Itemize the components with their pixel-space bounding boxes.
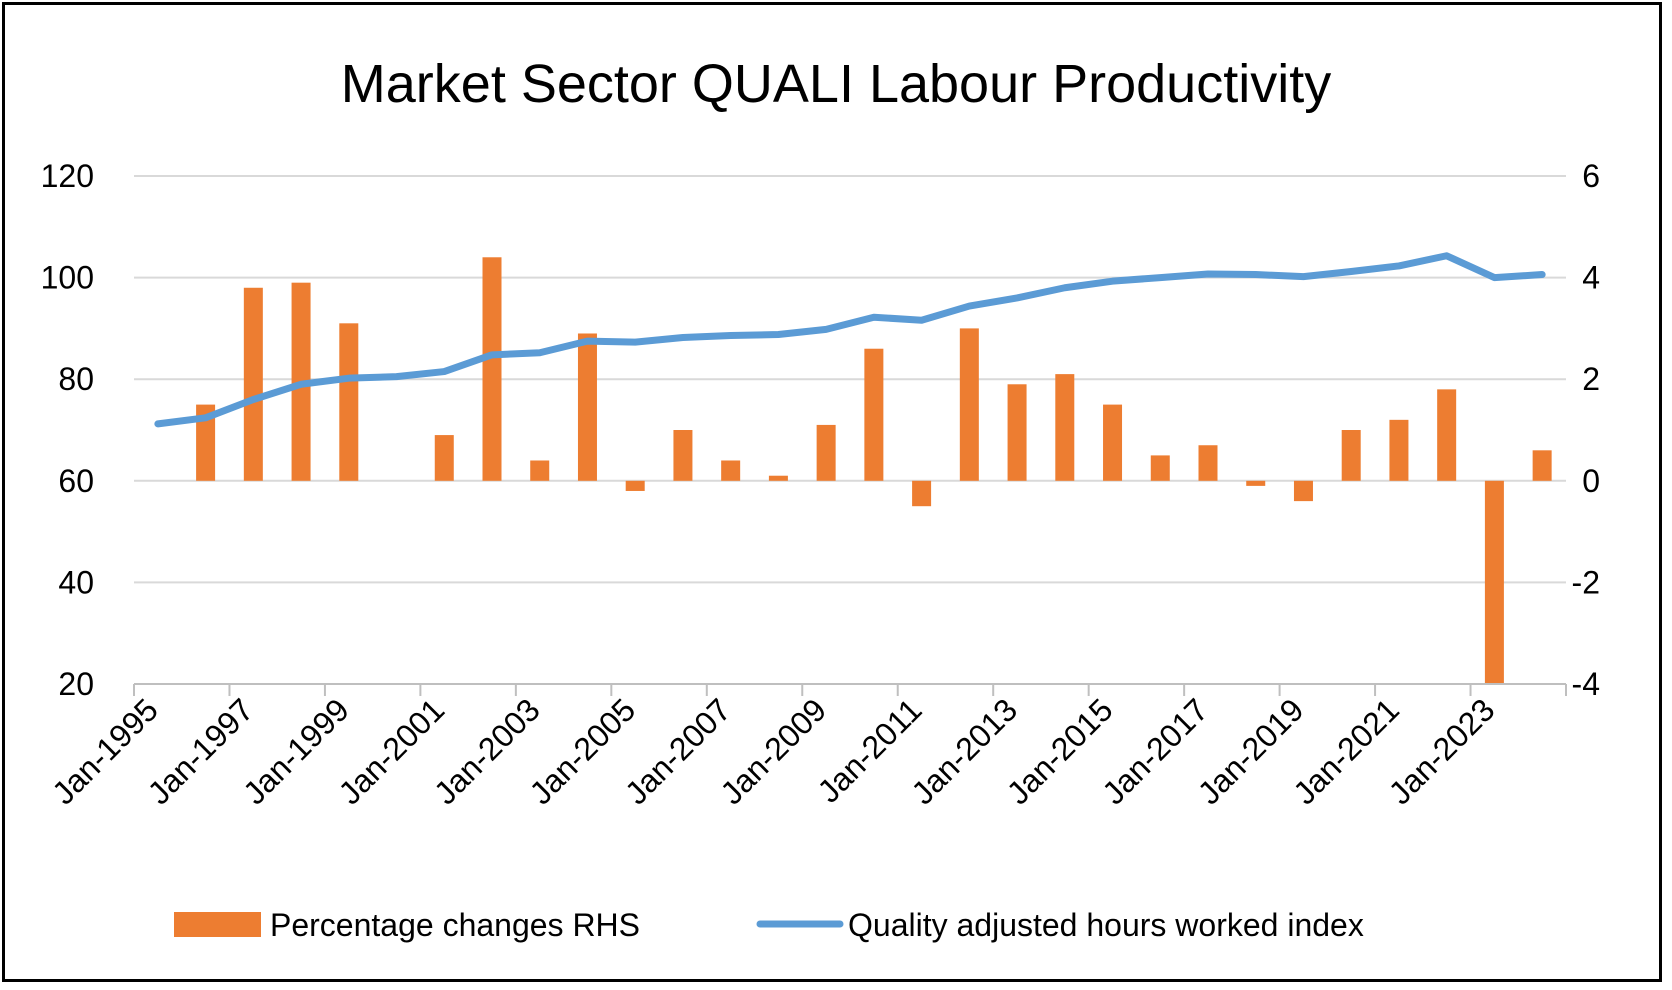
y-left-tick-label: 100: [41, 260, 94, 296]
bar: [1437, 389, 1457, 481]
index-line: [154, 252, 1546, 428]
bar: [1293, 480, 1313, 502]
y-left-tick-label: 40: [58, 564, 94, 600]
y-left-tick-label: 120: [41, 158, 94, 194]
y-right-tick-label: 6: [1582, 158, 1600, 194]
bar: [339, 323, 359, 481]
bar: [434, 435, 454, 481]
bar: [1055, 374, 1075, 481]
bar: [721, 460, 741, 481]
line-series: [154, 252, 1546, 428]
bar: [768, 475, 788, 481]
legend-label-index: Quality adjusted hours worked index: [848, 907, 1364, 943]
x-tick-label: Jan-2009: [713, 691, 833, 811]
legend-swatch-bar: [174, 912, 261, 937]
y-left-tick-label: 80: [58, 361, 94, 397]
y-left-tick-label: 60: [58, 463, 94, 499]
bar: [864, 348, 884, 481]
bar: [482, 257, 502, 481]
bar-series: [196, 257, 1552, 684]
bar: [243, 287, 263, 481]
x-tick-label: Jan-2023: [1382, 691, 1502, 811]
axes: 20406080100120-4-20246Jan-1995Jan-1997Ja…: [41, 158, 1600, 811]
y-right-tick-label: 0: [1582, 463, 1600, 499]
bar: [1103, 404, 1123, 481]
bar: [577, 333, 597, 481]
bar: [1341, 430, 1361, 481]
y-right-tick-label: 2: [1582, 361, 1600, 397]
bar: [673, 430, 693, 481]
y-right-tick-label: -2: [1572, 564, 1600, 600]
bar: [625, 480, 645, 491]
y-right-tick-label: 4: [1582, 260, 1600, 296]
bar: [816, 424, 836, 481]
legend-label-percentage: Percentage changes RHS: [270, 907, 640, 943]
bar: [1532, 450, 1552, 481]
y-left-tick-label: 20: [58, 666, 94, 702]
bar: [1389, 419, 1409, 481]
bar: [1246, 480, 1266, 486]
bar: [959, 328, 979, 481]
bar: [1007, 384, 1027, 481]
y-right-tick-label: -4: [1572, 666, 1600, 702]
bar: [1484, 480, 1504, 684]
bar: [1150, 455, 1170, 481]
chart-title: Market Sector QUALI Labour Productivity: [341, 54, 1331, 114]
bar: [530, 460, 550, 481]
bar: [196, 404, 216, 481]
legend: Percentage changes RHS Quality adjusted h…: [174, 907, 1364, 943]
bar: [912, 480, 932, 507]
bar: [1198, 445, 1218, 481]
